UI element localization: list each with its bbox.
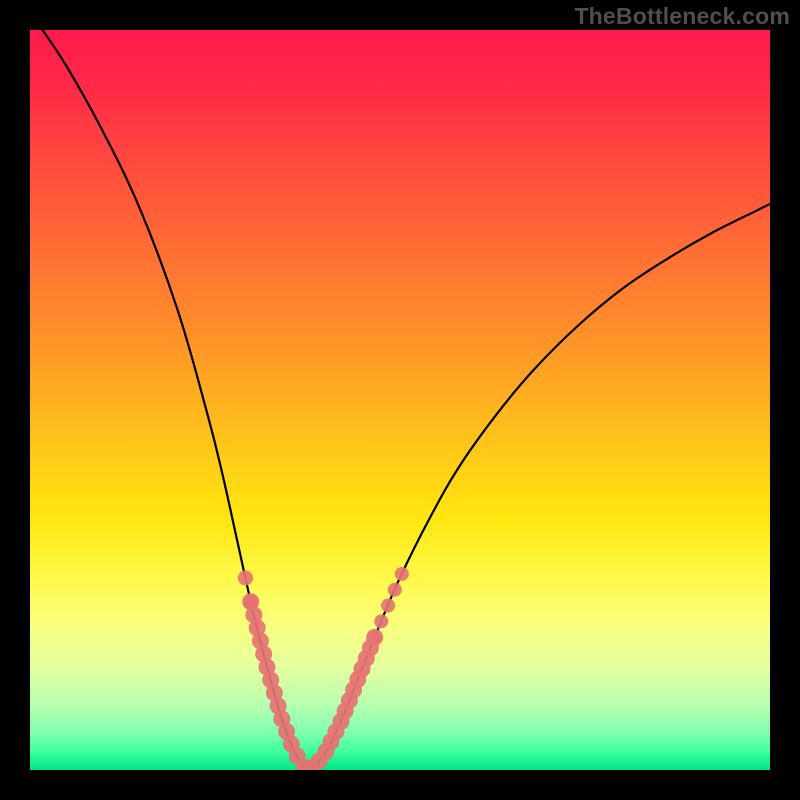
overlay-dot <box>395 567 409 581</box>
overlay-dot <box>388 583 402 597</box>
overlay-dot <box>238 570 253 585</box>
plot-svg <box>30 30 770 770</box>
watermark-text: TheBottleneck.com <box>574 3 790 30</box>
gradient-background <box>30 30 770 770</box>
plot-area <box>30 30 770 770</box>
overlay-dot <box>381 599 395 613</box>
overlay-dot <box>374 614 388 628</box>
overlay-dot <box>368 630 382 644</box>
